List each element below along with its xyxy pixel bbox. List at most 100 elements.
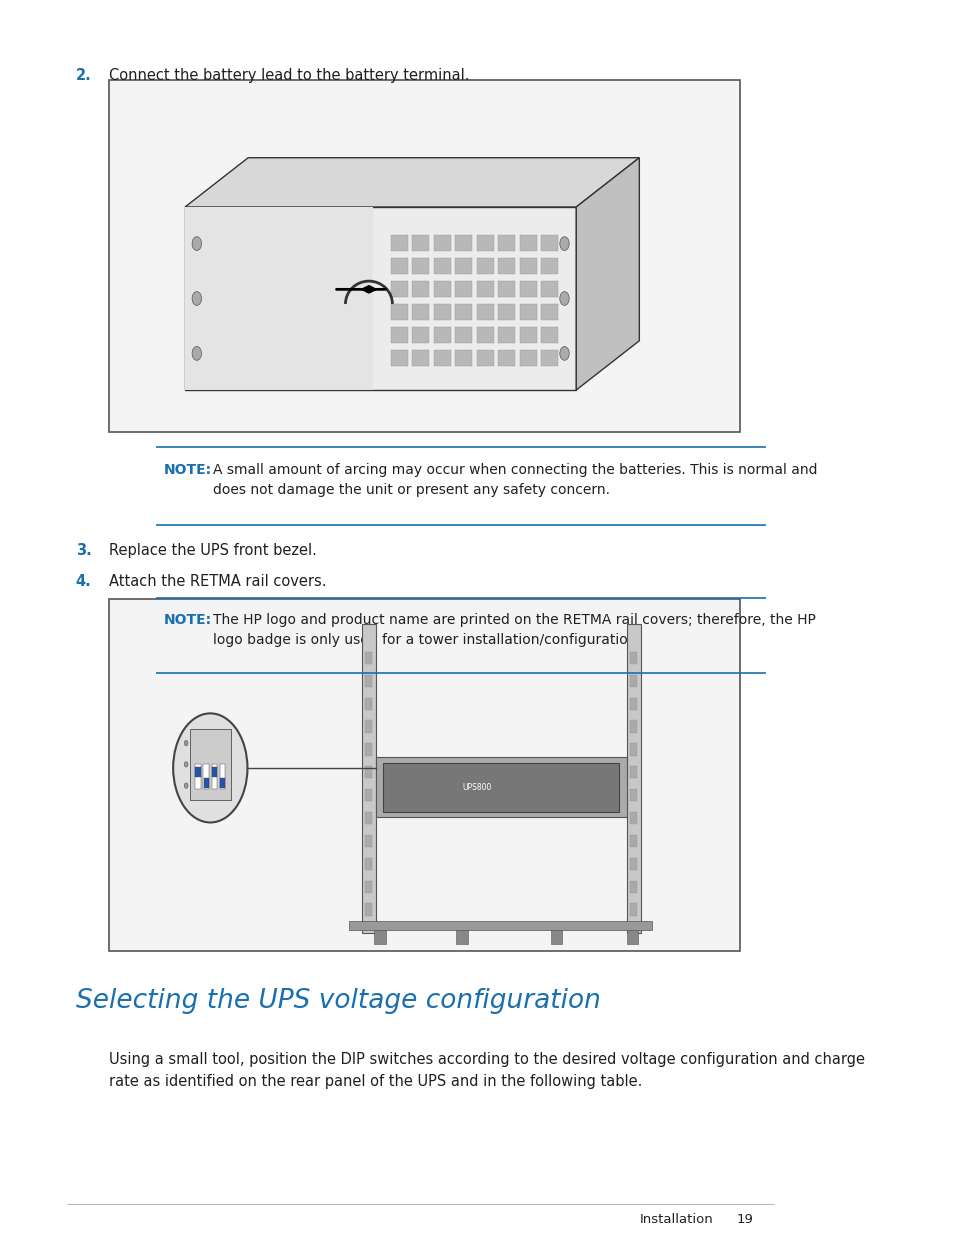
Circle shape <box>192 291 201 305</box>
Bar <box>630 789 637 802</box>
Circle shape <box>184 762 188 767</box>
Bar <box>365 835 372 847</box>
Text: The HP logo and product name are printed on the RETMA rail covers; therefore, th: The HP logo and product name are printed… <box>213 613 815 647</box>
Bar <box>185 207 576 390</box>
Bar <box>412 304 429 320</box>
Bar <box>630 698 637 710</box>
Bar <box>412 236 429 252</box>
Bar <box>365 720 372 732</box>
Bar <box>540 282 558 298</box>
Bar <box>434 327 451 343</box>
Circle shape <box>184 783 188 788</box>
Bar <box>497 282 515 298</box>
Bar <box>412 258 429 274</box>
Text: Installation: Installation <box>639 1213 712 1226</box>
Text: 4.: 4. <box>75 574 91 589</box>
Bar <box>390 282 408 298</box>
Bar <box>434 258 451 274</box>
Circle shape <box>559 347 569 361</box>
Bar <box>390 350 408 366</box>
Bar <box>476 236 494 252</box>
Bar <box>212 767 216 777</box>
Bar <box>361 624 375 934</box>
Bar <box>476 258 494 274</box>
Bar <box>626 930 638 944</box>
Text: Attach the RETMA rail covers.: Attach the RETMA rail covers. <box>110 574 327 589</box>
Text: Using a small tool, position the DIP switches according to the desired voltage c: Using a small tool, position the DIP swi… <box>110 1052 864 1089</box>
Bar <box>220 778 225 788</box>
Bar <box>455 282 472 298</box>
Bar <box>190 729 231 800</box>
Bar <box>365 674 372 687</box>
Bar <box>476 350 494 366</box>
Bar <box>365 881 372 893</box>
Text: Connect the battery lead to the battery terminal.: Connect the battery lead to the battery … <box>110 68 470 83</box>
Bar <box>519 350 537 366</box>
Bar <box>383 763 618 813</box>
Bar <box>110 80 740 432</box>
Bar <box>203 764 209 789</box>
Bar <box>434 236 451 252</box>
Bar <box>630 835 637 847</box>
Bar <box>390 327 408 343</box>
Circle shape <box>559 237 569 251</box>
Bar <box>476 282 494 298</box>
Bar <box>185 207 373 390</box>
Bar <box>203 778 209 788</box>
Bar <box>455 304 472 320</box>
Text: NOTE:: NOTE: <box>164 613 212 626</box>
Bar <box>212 764 217 789</box>
Bar <box>476 304 494 320</box>
Bar <box>519 282 537 298</box>
Bar <box>497 350 515 366</box>
Text: 2.: 2. <box>75 68 91 83</box>
Bar <box>497 258 515 274</box>
Bar <box>412 350 429 366</box>
Text: A small amount of arcing may occur when connecting the batteries. This is normal: A small amount of arcing may occur when … <box>213 463 817 498</box>
Polygon shape <box>185 158 639 207</box>
Circle shape <box>192 347 201 361</box>
Bar <box>365 857 372 869</box>
Text: NOTE:: NOTE: <box>164 463 212 477</box>
Bar <box>455 327 472 343</box>
Bar <box>540 304 558 320</box>
Bar <box>434 282 451 298</box>
Bar <box>540 258 558 274</box>
Bar <box>630 904 637 916</box>
Bar <box>390 236 408 252</box>
Bar <box>497 304 515 320</box>
Text: Replace the UPS front bezel.: Replace the UPS front bezel. <box>110 543 317 558</box>
Bar <box>412 327 429 343</box>
Bar <box>519 327 537 343</box>
Bar <box>630 881 637 893</box>
Bar <box>434 350 451 366</box>
Bar <box>497 327 515 343</box>
Bar <box>519 236 537 252</box>
Bar <box>219 764 225 789</box>
Bar <box>412 282 429 298</box>
Bar <box>630 857 637 869</box>
Polygon shape <box>576 158 639 390</box>
Circle shape <box>559 291 569 305</box>
Bar <box>476 327 494 343</box>
Bar <box>630 674 637 687</box>
Bar <box>455 258 472 274</box>
Circle shape <box>172 714 247 823</box>
Bar <box>365 789 372 802</box>
Bar <box>110 599 740 951</box>
Bar <box>455 236 472 252</box>
Bar <box>630 811 637 824</box>
Bar <box>390 304 408 320</box>
Bar <box>195 764 201 789</box>
Bar <box>365 698 372 710</box>
Text: 3.: 3. <box>75 543 91 558</box>
Bar <box>540 350 558 366</box>
Bar <box>390 258 408 274</box>
Bar <box>365 904 372 916</box>
Bar <box>519 304 537 320</box>
Bar <box>540 327 558 343</box>
Bar <box>455 350 472 366</box>
Bar <box>626 624 639 934</box>
Bar <box>375 757 626 818</box>
Text: UPS800: UPS800 <box>462 783 492 793</box>
